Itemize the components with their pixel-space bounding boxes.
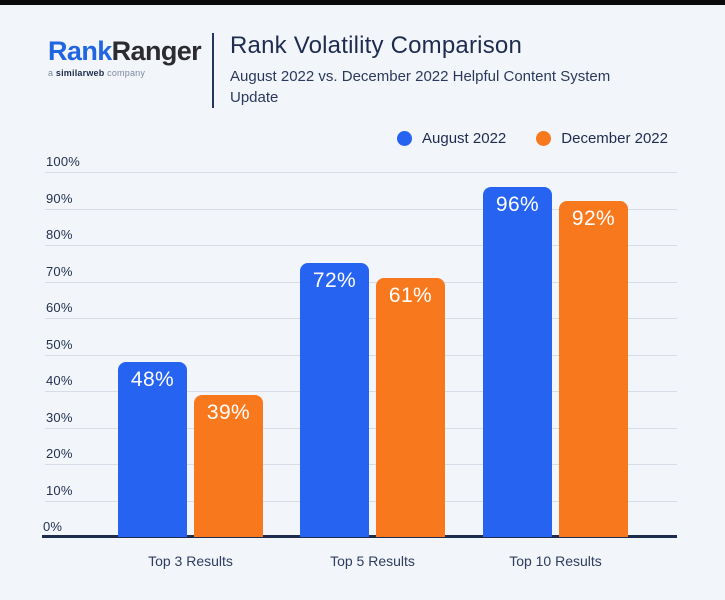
bar-august-2022-top-10-results: 96% — [483, 186, 552, 537]
title-block: Rank Volatility Comparison August 2022 v… — [212, 32, 610, 108]
y-tick-label: 50% — [46, 336, 73, 352]
tagline-similarweb: similarweb — [55, 68, 105, 78]
rankranger-logo: RankRanger a similarweb company — [48, 33, 202, 79]
y-tick-label: 20% — [46, 446, 73, 461]
subtitle-line-1: August 2022 vs. December 2022 Helpful Co… — [230, 68, 611, 86]
bar-value-label: 61% — [388, 283, 433, 307]
bar-value-label: 72% — [312, 269, 357, 293]
logo-tagline: a similarweb company — [48, 68, 196, 78]
legend-dot-orange-icon — [536, 131, 552, 146]
legend-dot-blue-icon — [397, 131, 413, 146]
gridline: 90% — [45, 191, 677, 210]
bar-value-label: 96% — [495, 192, 540, 216]
page-subtitle: August 2022 vs. December 2022 Helpful Co… — [230, 67, 610, 108]
legend-label: August 2022 — [422, 130, 507, 147]
bar-group-top-10-results: 96% 92% — [483, 172, 628, 537]
y-tick-label: 0% — [43, 519, 63, 534]
category-label: Top 3 Results — [148, 553, 233, 569]
bar-december-2022-top-10-results: 92% — [559, 201, 628, 537]
header: RankRanger a similarweb company Rank Vol… — [48, 32, 610, 108]
chart-legend: August 2022 December 2022 — [397, 130, 668, 147]
logo-word-ranger: Ranger — [111, 36, 202, 66]
gridline: 80% — [45, 227, 677, 246]
bar-december-2022-top-5-results: 61% — [376, 277, 445, 537]
logo-word-rank: Rank — [48, 36, 112, 66]
tagline-suffix: company — [104, 68, 146, 78]
bar-value-label: 48% — [130, 367, 175, 391]
legend-label: December 2022 — [561, 130, 668, 147]
tagline-prefix: a — [48, 68, 56, 78]
bar-chart-plot: 100% 90% 80% 70% 60% 50% 40% 30% 20% 10% 0% 48% 39% T… — [42, 154, 677, 569]
gridline: 100% — [45, 154, 677, 173]
y-tick-label: 40% — [46, 373, 73, 388]
bar-august-2022-top-3-results: 48% — [118, 361, 187, 537]
y-tick-label: 60% — [46, 300, 73, 315]
logo-wordmark: RankRanger — [48, 36, 202, 66]
page-title: Rank Volatility Comparison — [230, 32, 522, 59]
category-label: Top 10 Results — [509, 553, 602, 569]
bar-december-2022-top-3-results: 39% — [194, 394, 263, 537]
legend-item-august-2022: August 2022 — [397, 130, 506, 147]
bar-group-top-3-results: 48% 39% — [118, 172, 263, 537]
bar-value-label: 92% — [571, 207, 616, 231]
bar-value-label: 39% — [206, 400, 251, 424]
y-tick-label: 30% — [46, 409, 73, 425]
top-black-bar — [0, 0, 725, 5]
y-tick-label: 10% — [46, 482, 73, 498]
subtitle-line-2: Update — [230, 88, 279, 106]
y-tick-label: 90% — [46, 190, 73, 206]
bar-group-top-5-results: 72% 61% — [300, 172, 445, 537]
y-tick-label: 80% — [46, 227, 73, 242]
y-tick-label: 100% — [46, 154, 81, 169]
legend-item-december-2022: December 2022 — [536, 130, 668, 147]
bar-august-2022-top-5-results: 72% — [300, 263, 369, 537]
category-label: Top 5 Results — [330, 553, 415, 569]
y-tick-label: 70% — [46, 263, 73, 279]
